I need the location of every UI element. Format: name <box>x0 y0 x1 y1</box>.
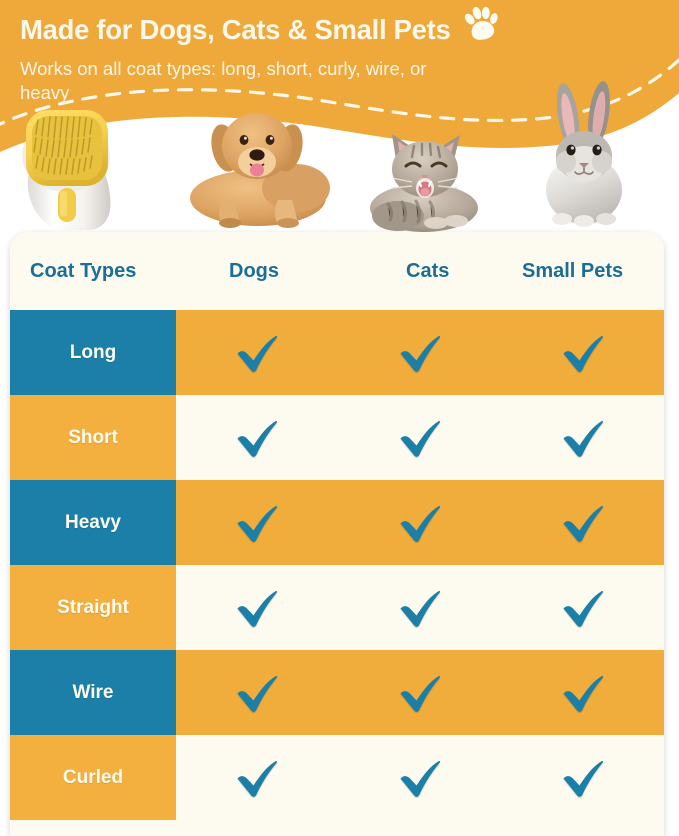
hero-background-wave <box>0 0 679 152</box>
check-cell-small-pets <box>502 587 663 629</box>
column-header-dogs: Dogs <box>229 260 279 282</box>
checkmark-icon <box>563 335 603 372</box>
checkmark-icon <box>237 590 278 627</box>
checkmark-icon <box>237 505 278 542</box>
pet-grooming-brush <box>2 96 130 235</box>
checkmark-icon <box>563 505 603 542</box>
check-cell-cats <box>339 672 500 714</box>
checkmark-icon <box>237 335 278 372</box>
checkmark-icon <box>400 675 441 712</box>
coat-type-label: Short <box>10 395 176 480</box>
row-checks <box>176 735 664 820</box>
row-checks <box>176 310 664 395</box>
check-cell-cats <box>339 332 500 374</box>
checkmark-icon <box>563 590 603 627</box>
table-row: Heavy <box>10 480 664 565</box>
hero-subtitle: Works on all coat types: long, short, cu… <box>20 58 427 104</box>
check-cell-dogs <box>177 587 338 629</box>
coat-type-label: Straight <box>10 565 176 650</box>
check-cell-cats <box>339 502 500 544</box>
checkmark-icon <box>237 420 278 457</box>
checkmark-icon <box>400 590 441 627</box>
row-checks <box>176 565 664 650</box>
check-cell-dogs <box>177 417 338 459</box>
rabbit-photo <box>526 78 642 233</box>
cat-photo <box>362 124 490 237</box>
row-checks <box>176 395 664 480</box>
column-header-coat-types: Coat Types <box>30 260 137 282</box>
coat-type-label: Heavy <box>10 480 176 565</box>
check-cell-cats <box>339 417 500 459</box>
check-cell-cats <box>339 757 500 799</box>
checkmark-icon <box>237 675 278 712</box>
hero-text-block: Made for Dogs, Cats & Small Pets Works o… <box>20 5 640 106</box>
check-cell-small-pets <box>502 672 663 714</box>
page-title: Made for Dogs, Cats & Small Pets <box>20 14 451 46</box>
table-row: Wire <box>10 650 664 735</box>
coat-type-comparison-table: Coat Types Dogs Cats Small Pets Long <box>10 232 664 836</box>
table-row: Short <box>10 395 664 480</box>
checkmark-icon <box>400 420 441 457</box>
check-cell-small-pets <box>502 757 663 799</box>
checkmark-icon <box>400 760 441 797</box>
hero-banner: Made for Dogs, Cats & Small Pets Works o… <box>0 0 679 250</box>
check-cell-dogs <box>177 332 338 374</box>
checkmark-icon <box>400 335 441 372</box>
coat-type-label: Long <box>10 310 176 395</box>
check-cell-small-pets <box>502 417 663 459</box>
paw-print-icon <box>461 5 501 50</box>
table-row: Curled <box>10 735 664 820</box>
checkmark-icon <box>563 760 603 797</box>
coat-type-label: Curled <box>10 735 176 820</box>
checkmark-icon <box>237 760 278 797</box>
check-cell-small-pets <box>502 332 663 374</box>
row-checks <box>176 480 664 565</box>
check-cell-dogs <box>177 757 338 799</box>
check-cell-cats <box>339 587 500 629</box>
dog-photo <box>178 100 338 233</box>
check-cell-dogs <box>177 672 338 714</box>
column-header-cats: Cats <box>406 260 450 282</box>
column-header-small-pets: Small Pets <box>522 260 624 282</box>
row-checks <box>176 650 664 735</box>
table-row: Long <box>10 310 664 395</box>
coat-type-label: Wire <box>10 650 176 735</box>
check-cell-dogs <box>177 502 338 544</box>
checkmark-icon <box>563 675 603 712</box>
table-row: Straight <box>10 565 664 650</box>
table-body: Long Short <box>10 310 664 820</box>
table-header-row: Coat Types Dogs Cats Small Pets <box>10 232 664 310</box>
checkmark-icon <box>400 505 441 542</box>
checkmark-icon <box>563 420 603 457</box>
check-cell-small-pets <box>502 502 663 544</box>
